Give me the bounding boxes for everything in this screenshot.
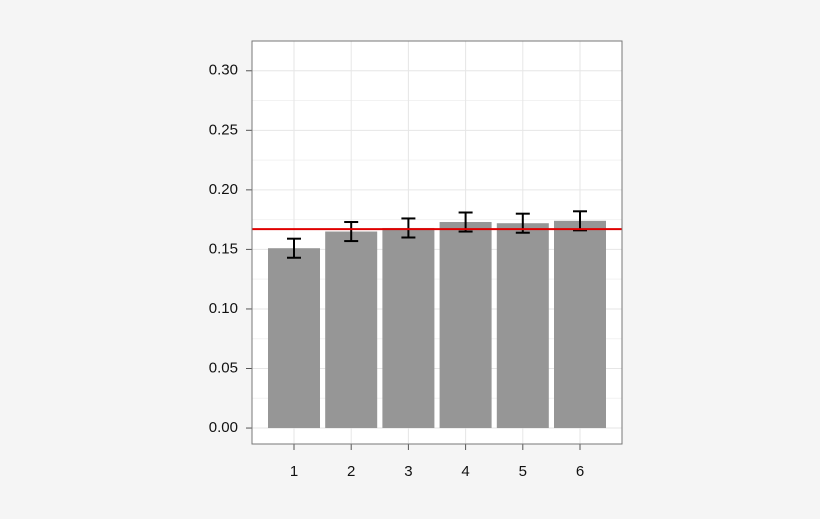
x-tick-label: 1 (290, 463, 298, 480)
x-tick-label: 2 (347, 463, 355, 480)
bar (554, 220, 606, 429)
x-tick-label: 5 (519, 463, 527, 480)
y-tick-label: 0.30 (209, 62, 238, 79)
y-tick-label: 0.15 (209, 240, 238, 257)
bar (439, 222, 492, 429)
panel-border (251, 40, 623, 445)
y-tick-label: 0.05 (209, 359, 238, 376)
x-tick-label: 6 (576, 463, 584, 480)
bar (382, 227, 435, 429)
x-tick-label: 4 (461, 463, 469, 480)
bar (325, 231, 378, 429)
bar (496, 223, 549, 429)
bar (268, 248, 320, 429)
y-tick-label: 0.20 (209, 181, 238, 198)
y-tick-label: 0.00 (209, 419, 238, 436)
y-tick-label: 0.10 (209, 300, 238, 317)
y-tick-label: 0.25 (209, 121, 238, 138)
x-tick-label: 3 (404, 463, 412, 480)
